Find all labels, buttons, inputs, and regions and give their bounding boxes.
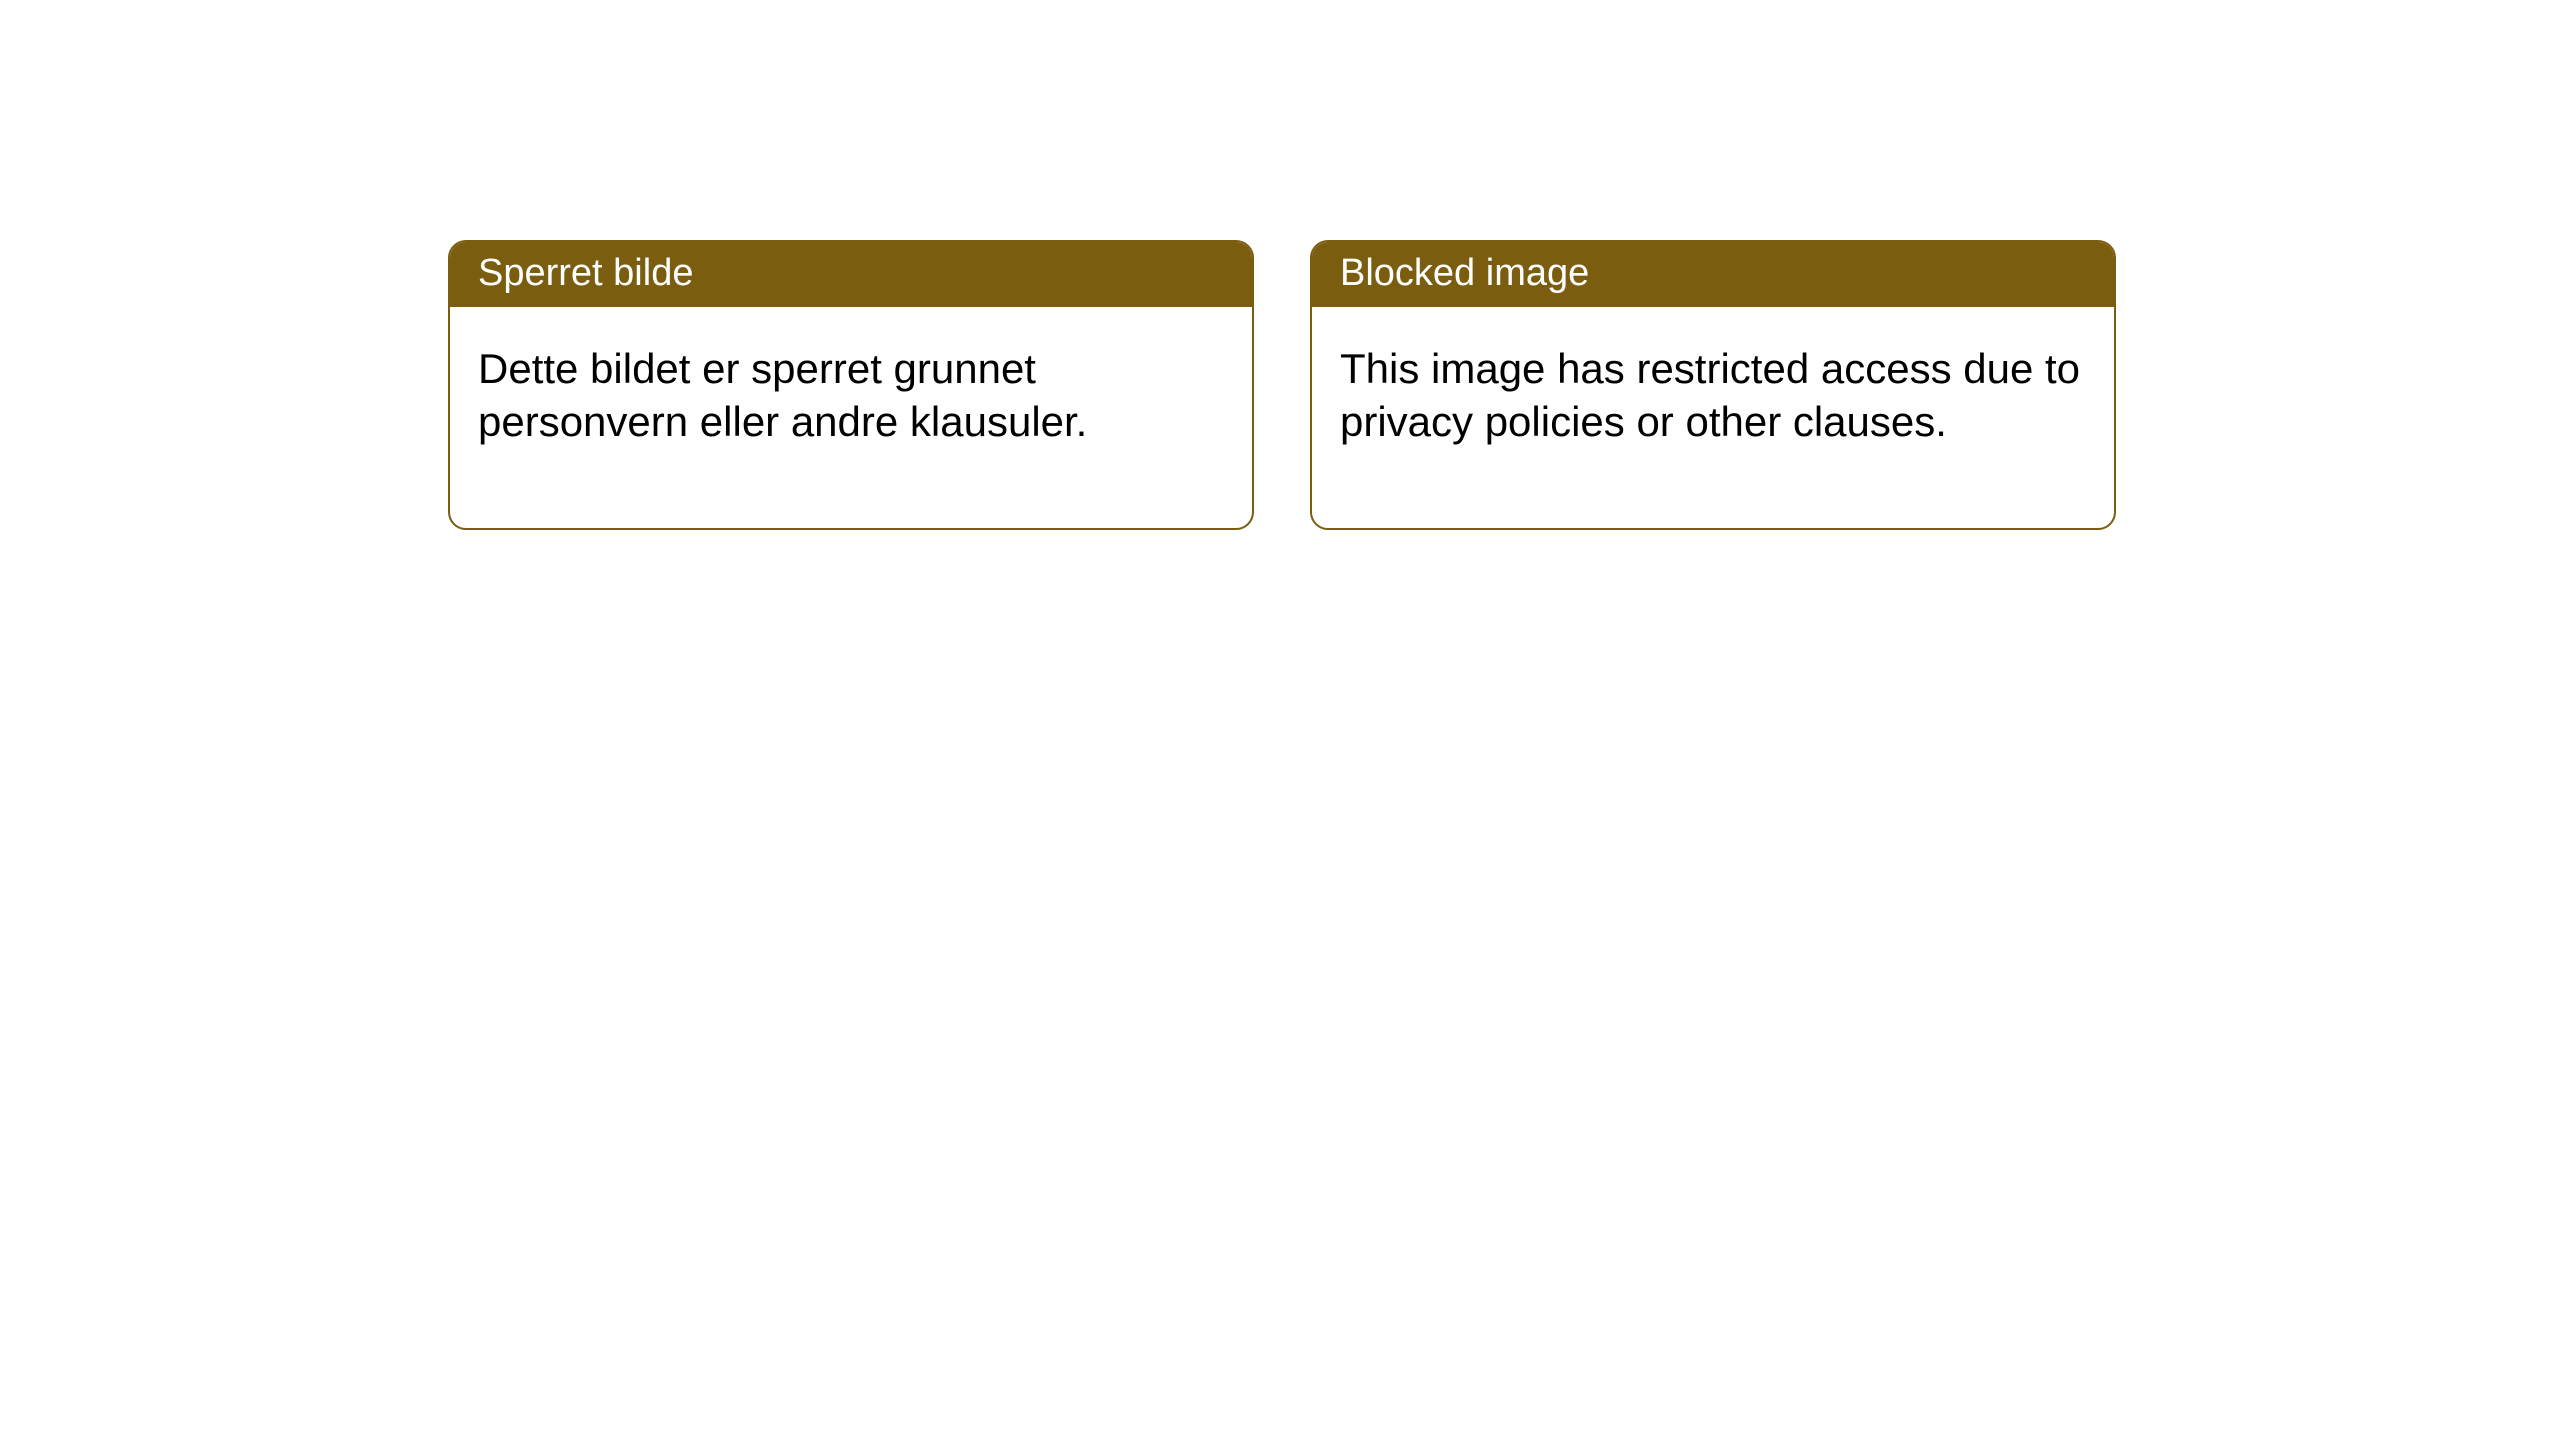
notice-body-english: This image has restricted access due to … [1312, 307, 2114, 528]
notice-container: Sperret bilde Dette bildet er sperret gr… [0, 0, 2560, 530]
notice-body-norwegian: Dette bildet er sperret grunnet personve… [450, 307, 1252, 528]
notice-card-norwegian: Sperret bilde Dette bildet er sperret gr… [448, 240, 1254, 530]
notice-card-english: Blocked image This image has restricted … [1310, 240, 2116, 530]
notice-header-english: Blocked image [1312, 242, 2114, 307]
notice-header-norwegian: Sperret bilde [450, 242, 1252, 307]
